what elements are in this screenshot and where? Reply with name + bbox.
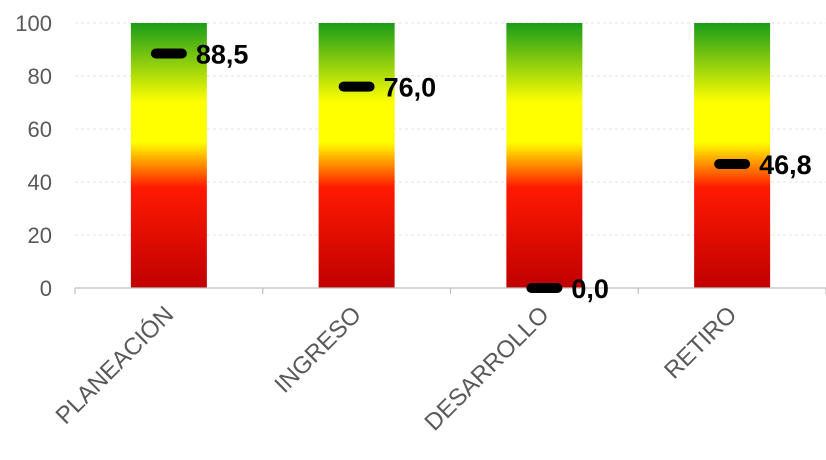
category-label: INGRESO [270, 301, 367, 398]
y-tick-label: 40 [28, 170, 52, 195]
category-label: DESARROLLO [420, 301, 555, 436]
category-label: PLANEACIÓN [51, 301, 179, 429]
data-label: 46,8 [759, 150, 812, 180]
value-marker [526, 283, 563, 293]
data-label: 76,0 [384, 73, 437, 103]
y-tick-label: 0 [40, 276, 52, 301]
y-tick-label: 100 [15, 11, 52, 36]
background-band [130, 23, 207, 288]
data-label: 0,0 [571, 274, 609, 304]
background-band [694, 23, 771, 288]
x-axis [74, 287, 826, 294]
background-bands [130, 23, 771, 288]
value-marker [150, 48, 187, 59]
value-markers [150, 48, 751, 293]
y-tick-label: 80 [28, 64, 52, 89]
background-band [318, 23, 395, 288]
value-marker [338, 81, 375, 92]
value-marker [714, 158, 751, 169]
background-band [506, 23, 583, 288]
data-label: 88,5 [196, 39, 249, 69]
data-labels: 88,5 76,0 0,0 46,8 [196, 39, 812, 304]
y-tick-label: 60 [28, 117, 52, 142]
x-axis-categories: PLANEACIÓN INGRESO DESARROLLO RETIRO [51, 301, 743, 436]
y-tick-label: 20 [28, 223, 52, 248]
y-axis-ticks: 0 20 40 60 80 100 [15, 11, 52, 301]
category-label: RETIRO [659, 301, 742, 384]
